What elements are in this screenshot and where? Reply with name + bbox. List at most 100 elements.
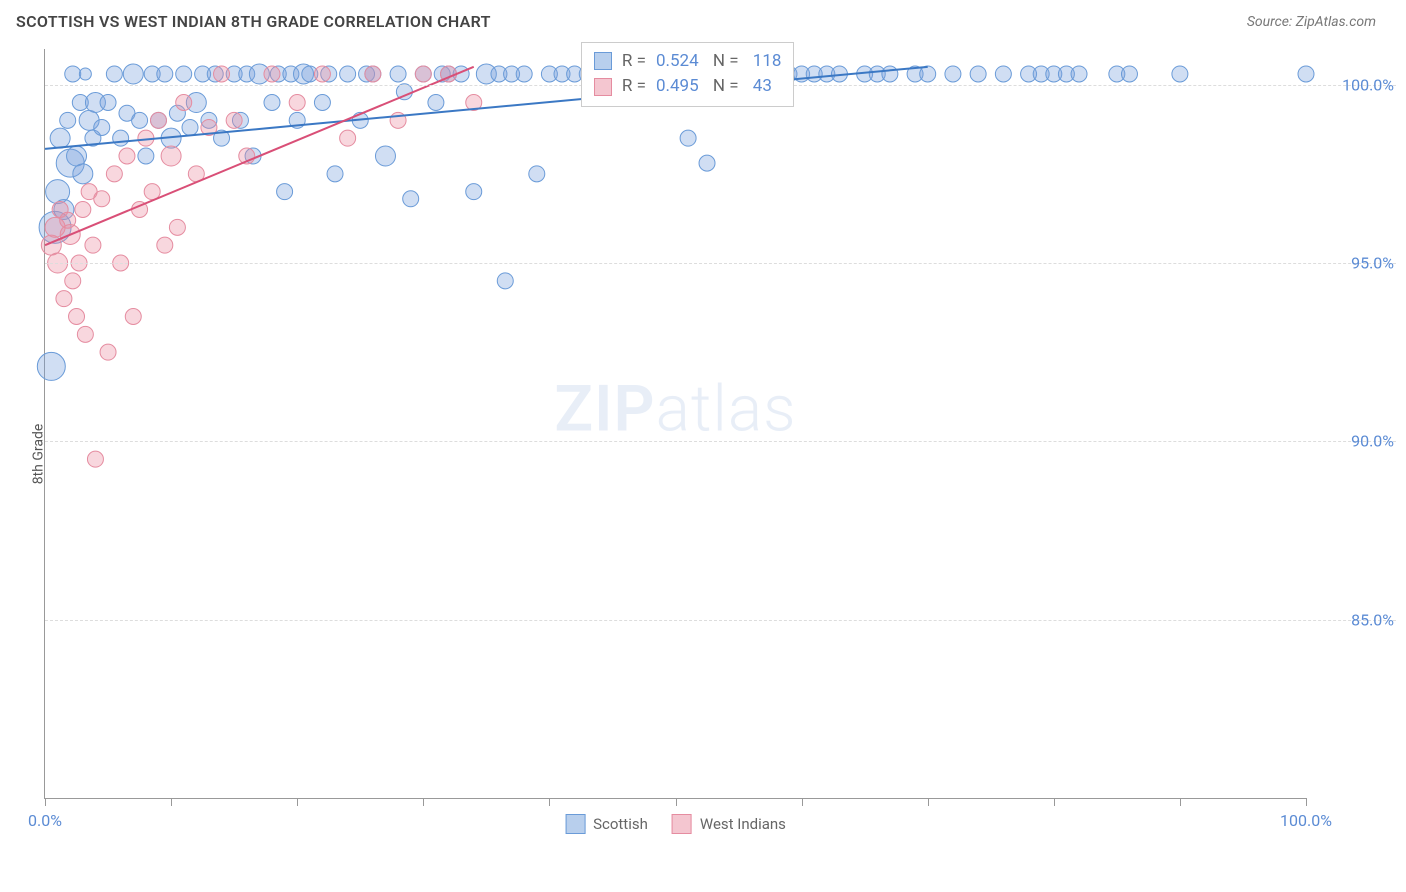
x-tick	[1180, 798, 1181, 806]
data-point	[340, 130, 356, 146]
data-point	[182, 119, 198, 135]
legend-swatch	[672, 814, 692, 834]
data-point	[100, 95, 116, 111]
stats-r-value: 0.495	[656, 74, 699, 100]
data-point	[1071, 66, 1087, 82]
data-point	[94, 119, 110, 135]
data-point	[516, 66, 532, 82]
data-point	[1172, 66, 1188, 82]
trend-line	[45, 67, 474, 245]
data-point	[125, 309, 141, 325]
data-point	[1298, 66, 1314, 82]
data-point	[157, 237, 173, 253]
legend-label: West Indians	[700, 815, 786, 833]
x-tick	[802, 798, 803, 806]
data-point	[264, 66, 280, 82]
stats-swatch	[594, 78, 612, 96]
data-point	[106, 66, 122, 82]
data-point	[176, 66, 192, 82]
stats-n-label: N =	[709, 74, 739, 100]
y-tick-label: 100.0%	[1314, 75, 1394, 94]
data-point	[314, 95, 330, 111]
data-point	[65, 66, 81, 82]
plot-svg	[45, 49, 1306, 798]
data-point	[67, 146, 87, 166]
x-tick	[45, 798, 46, 806]
data-point	[466, 184, 482, 200]
data-point	[226, 112, 242, 128]
x-tick	[423, 798, 424, 806]
legend-item: Scottish	[565, 814, 648, 834]
data-point	[75, 202, 91, 218]
y-tick-label: 90.0%	[1314, 432, 1394, 451]
stats-r-label: R =	[622, 49, 646, 75]
chart-source: Source: ZipAtlas.com	[1247, 14, 1376, 30]
data-point	[37, 352, 65, 380]
x-tick	[1054, 798, 1055, 806]
y-tick-label: 95.0%	[1314, 254, 1394, 273]
data-point	[85, 237, 101, 253]
data-point	[264, 95, 280, 111]
data-point	[41, 235, 61, 255]
legend-label: Scottish	[593, 815, 648, 833]
data-point	[314, 66, 330, 82]
data-point	[375, 146, 395, 166]
data-point	[169, 219, 185, 235]
stats-r-value: 0.524	[656, 49, 699, 75]
data-point	[920, 66, 936, 82]
x-tick	[171, 798, 172, 806]
stats-n-value: 43	[749, 74, 772, 100]
data-point	[132, 112, 148, 128]
data-point	[65, 273, 81, 289]
x-tick	[928, 798, 929, 806]
data-point	[94, 191, 110, 207]
x-tick-label: 100.0%	[1280, 811, 1332, 830]
data-point	[77, 326, 93, 342]
data-point	[340, 66, 356, 82]
stats-box: R = 0.524 N = 118 R = 0.495 N = 43	[581, 42, 795, 107]
data-point	[970, 66, 986, 82]
data-point	[497, 273, 513, 289]
data-point	[138, 148, 154, 164]
data-point	[87, 451, 103, 467]
x-tick-label: 0.0%	[28, 811, 62, 830]
data-point	[214, 66, 230, 82]
stats-swatch	[594, 52, 612, 70]
chart-title: SCOTTISH VS WEST INDIAN 8TH GRADE CORREL…	[16, 12, 491, 31]
data-point	[365, 66, 381, 82]
data-point	[403, 191, 419, 207]
data-point	[995, 66, 1011, 82]
data-point	[106, 166, 122, 182]
data-point	[680, 130, 696, 146]
data-point	[79, 68, 91, 80]
grid-line	[45, 441, 1396, 442]
grid-line	[45, 620, 1396, 621]
data-point	[157, 66, 173, 82]
data-point	[176, 95, 192, 111]
data-point	[699, 155, 715, 171]
data-point	[1121, 66, 1137, 82]
data-point	[289, 95, 305, 111]
legend: Scottish West Indians	[565, 814, 786, 834]
data-point	[945, 66, 961, 82]
data-point	[150, 112, 166, 128]
x-tick	[1306, 798, 1307, 806]
data-point	[415, 66, 431, 82]
stats-row: R = 0.495 N = 43	[594, 74, 782, 100]
chart-container: 8th Grade ZIPatlas 85.0%90.0%95.0%100.0%…	[0, 39, 1406, 869]
data-point	[123, 64, 143, 84]
x-tick	[297, 798, 298, 806]
grid-line	[45, 263, 1396, 264]
data-point	[882, 66, 898, 82]
stats-n-label: N =	[709, 49, 739, 75]
x-tick	[676, 798, 677, 806]
legend-item: West Indians	[672, 814, 786, 834]
stats-r-label: R =	[622, 74, 646, 100]
stats-n-value: 118	[749, 49, 782, 75]
data-point	[100, 344, 116, 360]
data-point	[73, 164, 93, 184]
data-point	[327, 166, 343, 182]
data-point	[529, 166, 545, 182]
data-point	[277, 184, 293, 200]
data-point	[113, 130, 129, 146]
